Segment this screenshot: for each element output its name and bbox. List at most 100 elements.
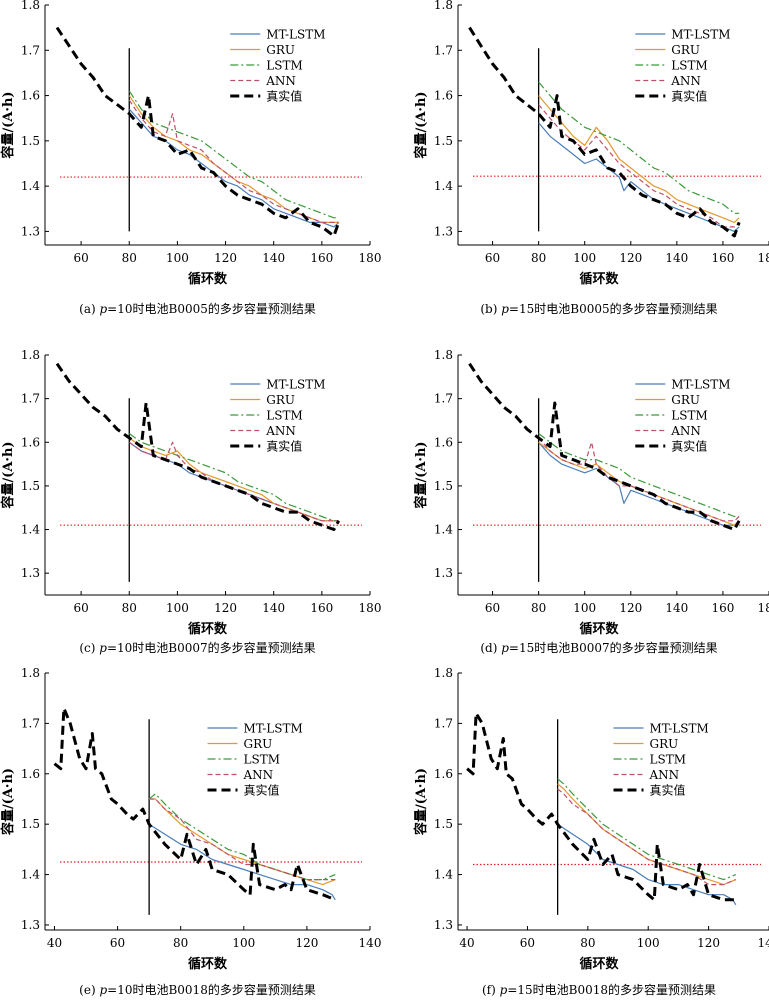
series-line-2 — [557, 783, 737, 886]
x-tick-label: 180 — [359, 251, 382, 265]
series-line-5 — [55, 362, 341, 531]
x-tick-label: 120 — [619, 251, 642, 265]
series-line-1 — [538, 441, 740, 526]
x-tick-label: 60 — [110, 936, 125, 950]
y-tick-label: 1.3 — [21, 224, 40, 238]
y-tick-label: 1.4 — [21, 179, 40, 193]
y-tick-label: 1.8 — [21, 348, 40, 362]
x-tick-label: 160 — [310, 601, 333, 615]
x-tick-label: 180 — [758, 251, 769, 265]
series-line-4 — [149, 798, 336, 881]
y-tick-label: 1.8 — [21, 666, 40, 680]
legend-label: LSTM — [671, 409, 707, 423]
legend-label: MT-LSTM — [671, 28, 730, 42]
y-tick-label: 1.4 — [434, 523, 453, 537]
panel-caption: (d) p=15时电池B0007的多步容量预测结果 — [480, 640, 717, 655]
legend-label: MT-LSTM — [266, 28, 325, 42]
legend-label: MT-LSTM — [650, 722, 709, 736]
y-tick-label: 1.6 — [434, 435, 453, 449]
legend-label: ANN — [649, 768, 680, 782]
series-line-2 — [128, 95, 339, 223]
y-axis-label: 容量/(A·h) — [413, 768, 429, 836]
panel-caption: (c) p=10时电池B0007的多步容量预测结果 — [79, 640, 315, 655]
y-axis-label: 容量/(A·h) — [0, 91, 16, 159]
x-tick-label: 120 — [697, 936, 720, 950]
y-tick-label: 1.4 — [21, 523, 40, 537]
x-tick-label: 180 — [359, 601, 382, 615]
y-tick-label: 1.5 — [434, 817, 453, 831]
legend-label: ANN — [265, 74, 296, 88]
y-axis-label: 容量/(A·h) — [0, 441, 16, 509]
y-tick-label: 1.5 — [21, 479, 40, 493]
x-tick-label: 120 — [214, 601, 237, 615]
legend-label: LSTM — [650, 753, 686, 767]
x-axis-label: 循环数 — [188, 271, 228, 287]
x-tick-label: 60 — [73, 601, 88, 615]
chart-panel-1: 1.3 1.4 1.5 1.6 1.7 1.8 60 80 100 120 140 160 180 循环数… — [0, 0, 381, 316]
series-line-4 — [538, 437, 740, 522]
legend-label: ANN — [670, 74, 701, 88]
series-line-2 — [538, 95, 740, 223]
y-tick-label: 1.3 — [434, 224, 453, 238]
legend-label: 真实值 — [266, 439, 302, 454]
x-axis-label: 循环数 — [188, 956, 228, 972]
series-line-3 — [538, 433, 740, 518]
chart-panel-3: 1.3 1.4 1.5 1.6 1.7 1.8 60 80 100 120 140 160 180 循环数… — [0, 348, 381, 655]
y-tick-label: 1.6 — [21, 89, 40, 103]
series-line-5 — [468, 26, 741, 238]
y-tick-label: 1.3 — [21, 918, 40, 932]
series-line-5 — [55, 26, 341, 238]
y-tick-label: 1.5 — [434, 134, 453, 148]
chart-panel-5: 1.3 1.4 1.5 1.6 1.7 1.8 40 60 80 100 120 140 循环数 容量/(… — [0, 666, 381, 997]
panel-caption: (f) p=15时电池B0018的多步容量预测结果 — [482, 982, 716, 997]
series-line-1 — [128, 108, 340, 228]
legend-label: LSTM — [266, 59, 302, 73]
panel-caption: (a) p=10时电池B0005的多步容量预测结果 — [79, 301, 316, 316]
x-tick-label: 100 — [166, 251, 189, 265]
x-tick-label: 160 — [711, 251, 734, 265]
x-tick-label: 140 — [262, 251, 285, 265]
x-tick-label: 140 — [665, 601, 688, 615]
y-tick-label: 1.6 — [434, 89, 453, 103]
y-tick-label: 1.8 — [434, 348, 453, 362]
x-tick-label: 80 — [531, 251, 546, 265]
series-line-3 — [128, 433, 339, 522]
series-line-3 — [538, 81, 740, 214]
legend-label: MT-LSTM — [671, 378, 730, 392]
y-tick-label: 1.4 — [21, 868, 40, 882]
legend-label: 真实值 — [671, 439, 707, 454]
y-tick-label: 1.8 — [434, 0, 453, 12]
x-axis-label: 循环数 — [188, 621, 228, 637]
series-line-5 — [468, 362, 741, 531]
y-tick-label: 1.4 — [434, 179, 453, 193]
y-axis-label: 容量/(A·h) — [413, 91, 429, 159]
y-tick-label: 1.6 — [21, 435, 40, 449]
y-tick-label: 1.5 — [434, 479, 453, 493]
y-tick-label: 1.3 — [21, 566, 40, 580]
x-tick-label: 120 — [619, 601, 642, 615]
x-axis-label: 循环数 — [579, 956, 619, 972]
x-tick-label: 160 — [711, 601, 734, 615]
legend-label: LSTM — [266, 409, 302, 423]
legend-label: 真实值 — [650, 783, 686, 798]
y-tick-label: 1.7 — [21, 43, 40, 57]
x-tick-label: 120 — [214, 251, 237, 265]
y-tick-label: 1.7 — [21, 716, 40, 730]
x-tick-label: 60 — [520, 936, 535, 950]
y-tick-label: 1.8 — [21, 0, 40, 12]
y-tick-label: 1.3 — [434, 566, 453, 580]
x-tick-label: 100 — [637, 936, 660, 950]
legend-label: GRU — [650, 737, 679, 751]
x-tick-label: 100 — [232, 936, 255, 950]
x-tick-label: 80 — [122, 251, 137, 265]
x-tick-label: 40 — [459, 936, 474, 950]
legend-label: LSTM — [671, 59, 707, 73]
series-line-5 — [466, 711, 736, 902]
x-tick-label: 160 — [310, 251, 333, 265]
x-tick-label: 140 — [665, 251, 688, 265]
x-tick-label: 140 — [262, 601, 285, 615]
legend-label: 真实值 — [266, 89, 302, 104]
legend-label: ANN — [670, 424, 701, 438]
series-line-2 — [128, 437, 339, 522]
